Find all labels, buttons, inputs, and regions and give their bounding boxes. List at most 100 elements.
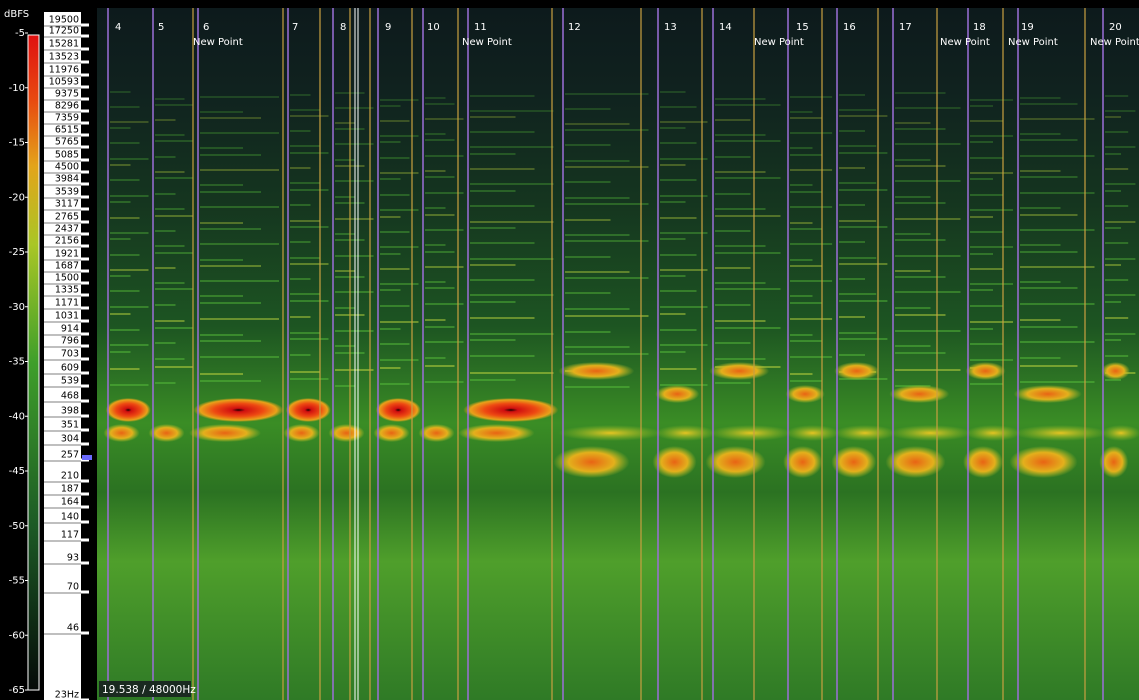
db-tick-label: -40: [9, 411, 25, 422]
marker-label: New Point: [754, 37, 804, 48]
frequency-label: 2156: [55, 236, 79, 247]
energy-blob: [783, 446, 822, 478]
frequency-label: 2765: [55, 212, 79, 223]
marker-number: 5: [158, 22, 164, 33]
db-tick-label: -50: [9, 521, 25, 532]
energy-blob: [889, 385, 949, 403]
marker-number: 20: [1109, 22, 1122, 33]
frequency-label: 468: [61, 391, 79, 402]
marker-number: 14: [719, 22, 732, 33]
frequency-label: 3539: [55, 187, 79, 198]
frequency-label: 164: [61, 497, 79, 508]
marker-number: 17: [899, 22, 912, 33]
db-tick-label: -15: [9, 138, 25, 149]
energy-blob: [463, 398, 558, 422]
db-tick-label: -55: [9, 576, 25, 587]
frequency-label: 11976: [49, 65, 79, 76]
frequency-label: 5765: [55, 137, 79, 148]
marker-number: 18: [973, 22, 986, 33]
frequency-label: 398: [61, 406, 79, 417]
db-tick-label: -25: [9, 247, 25, 258]
frequency-label: 1921: [55, 249, 79, 260]
energy-blob: [966, 425, 1021, 441]
frequency-label: 13523: [49, 52, 79, 63]
frequency-label: 351: [61, 420, 79, 431]
energy-blob: [963, 446, 1003, 478]
scale-unit: dBFS: [4, 9, 29, 20]
frequency-label: 5085: [55, 150, 79, 161]
energy-blob: [194, 398, 284, 422]
energy-blob: [1014, 425, 1108, 441]
frequency-label: 539: [61, 376, 79, 387]
marker-number: 13: [664, 22, 677, 33]
frequency-label: 257: [61, 450, 79, 461]
marker-number: 4: [115, 22, 121, 33]
marker-label: New Point: [940, 37, 990, 48]
frequency-label: 9375: [55, 89, 79, 100]
marker-number: 7: [292, 22, 298, 33]
energy-blob: [286, 398, 331, 422]
color-bar: [28, 35, 39, 690]
status-text: 19.538 / 48000Hz: [102, 684, 196, 696]
db-tick-label: -65: [9, 685, 25, 696]
frequency-label: 6515: [55, 125, 79, 136]
frequency-label: 1687: [55, 261, 79, 272]
marker-label: New Point: [462, 37, 512, 48]
spectrogram-window: dBFS -5-10-15-20-25-30-35-40-45-50-55-60…: [0, 0, 1139, 700]
db-tick-label: -35: [9, 357, 25, 368]
frequency-label: 3984: [55, 174, 79, 185]
frequency-label: 210: [61, 471, 79, 482]
energy-blob: [284, 424, 320, 442]
db-tick-label: -10: [9, 83, 25, 94]
energy-blob: [709, 425, 792, 441]
frequency-label: 17250: [49, 26, 79, 37]
energy-blob: [374, 424, 410, 442]
frequency-label: 304: [61, 434, 79, 445]
frequency-label: 7359: [55, 113, 79, 124]
energy-blob: [786, 385, 825, 403]
energy-blob: [831, 446, 876, 478]
marker-label: New Point: [1090, 37, 1139, 48]
frequency-label: 187: [61, 484, 79, 495]
frequency-label: 1171: [55, 298, 79, 309]
marker-number: 10: [427, 22, 440, 33]
frequency-label: 70: [67, 582, 79, 593]
energy-blob: [106, 398, 151, 422]
db-tick-label: -5: [15, 28, 25, 39]
energy-blob: [706, 446, 766, 478]
frequency-label: 1500: [55, 273, 79, 284]
energy-blob: [419, 424, 455, 442]
energy-blob: [1101, 425, 1139, 441]
frequency-label: 140: [61, 512, 79, 523]
marker-label: New Point: [1008, 37, 1058, 48]
energy-blob: [554, 446, 630, 478]
energy-blob: [966, 362, 1006, 380]
frequency-label: 15281: [49, 39, 79, 50]
db-tick-label: -45: [9, 466, 25, 477]
frequency-label: 10593: [49, 77, 79, 88]
energy-blob: [834, 425, 896, 441]
energy-blob: [653, 446, 697, 478]
db-tick-label: -20: [9, 192, 25, 203]
frequency-label: 914: [61, 324, 79, 335]
frequency-label: 3117: [55, 199, 79, 210]
frequency-label: 1335: [55, 285, 79, 296]
frequency-label: 46: [67, 623, 79, 634]
marker-number: 6: [203, 22, 209, 33]
frequency-label: 19500: [49, 15, 79, 26]
page: {"scale":{"unit":"dBFS","db_ticks":["-5"…: [0, 0, 1139, 700]
energy-blob: [558, 362, 634, 380]
frequency-label: 93: [67, 553, 79, 564]
energy-blob: [149, 424, 185, 442]
energy-blob: [709, 362, 769, 380]
energy-blob: [655, 385, 699, 403]
marker-number: 11: [474, 22, 487, 33]
energy-blob: [1014, 385, 1082, 403]
frequency-marker: [82, 455, 92, 460]
energy-blob: [104, 424, 140, 442]
marker-number: 12: [568, 22, 581, 33]
marker-label: New Point: [193, 37, 243, 48]
energy-blob: [329, 424, 365, 442]
frequency-label: 703: [61, 349, 79, 360]
db-tick-label: -30: [9, 302, 25, 313]
